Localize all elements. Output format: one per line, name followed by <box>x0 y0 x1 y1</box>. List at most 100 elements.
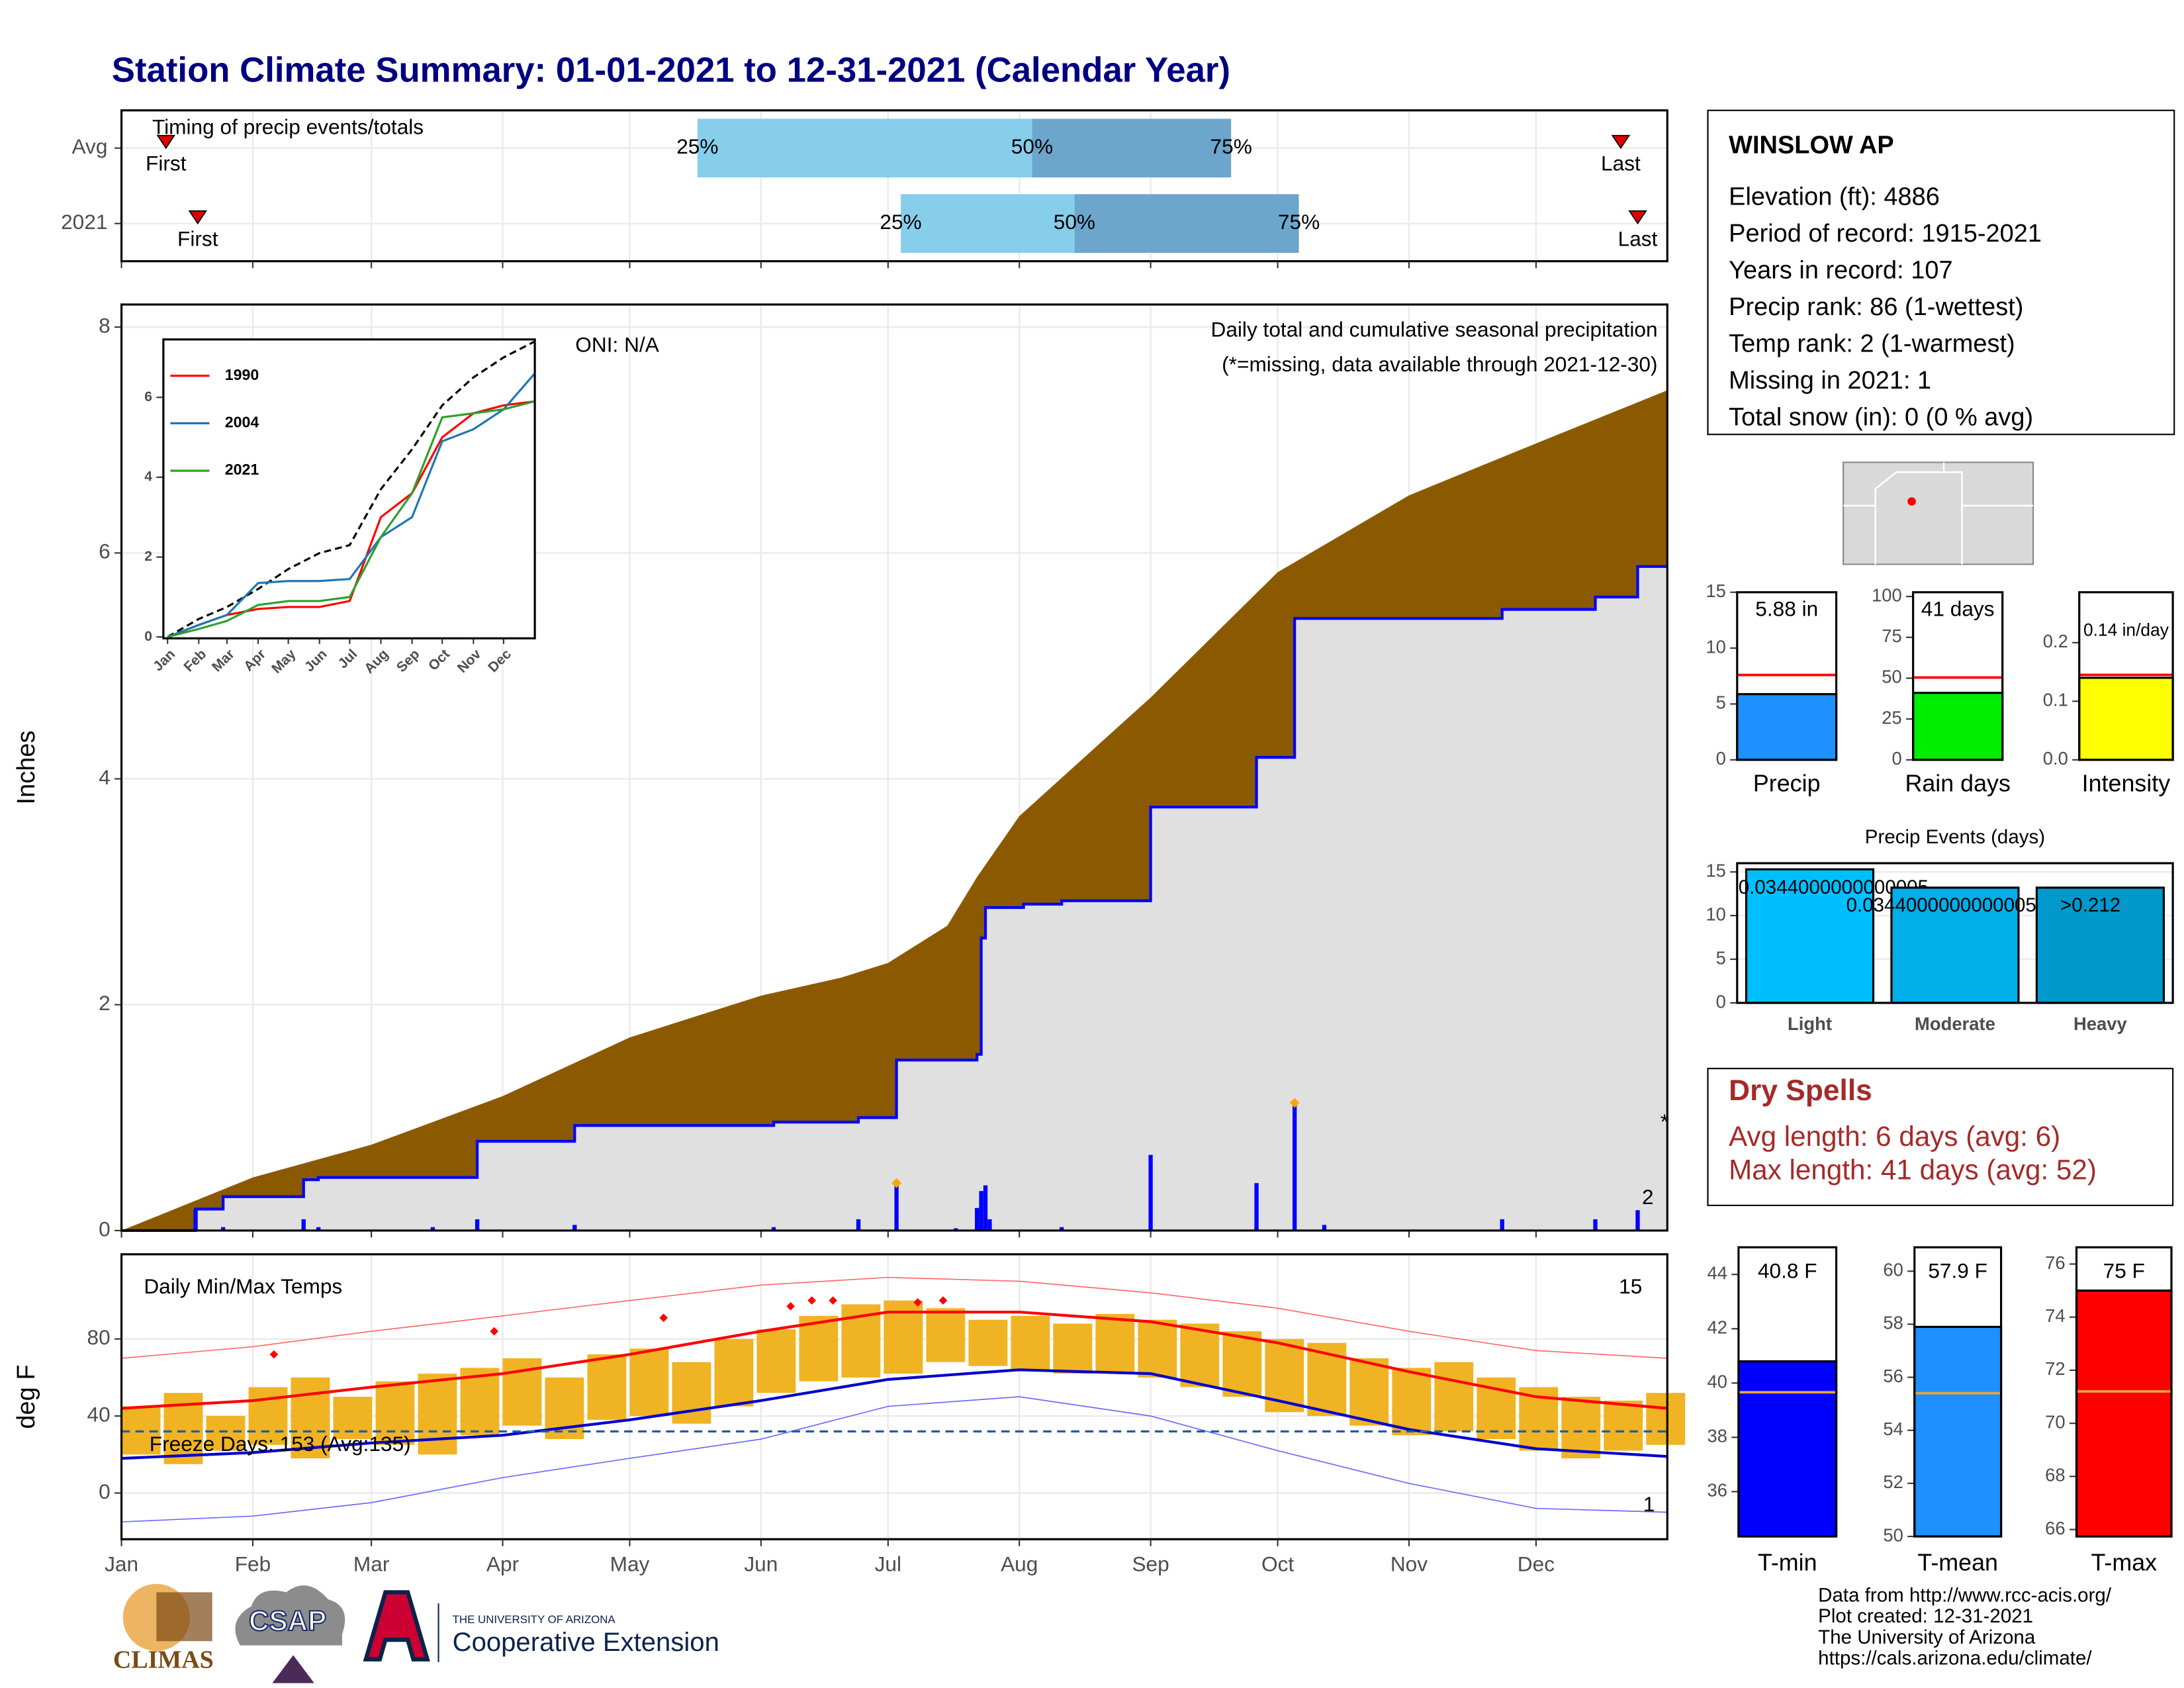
plot-frame <box>2078 591 2174 761</box>
daily-temp-bar <box>1434 1362 1474 1432</box>
ua-logo <box>363 1590 430 1662</box>
daily-temp-bar <box>1180 1323 1220 1387</box>
extension-name: Cooperative Extension <box>453 1628 719 1657</box>
daily-temp-bar <box>587 1354 627 1420</box>
y-tick-label: 54 <box>1883 1419 1903 1439</box>
quartile-bar <box>1032 118 1232 178</box>
daily-temp-bar <box>291 1377 330 1459</box>
category-label: T-min <box>1758 1550 1817 1576</box>
daily-temp-bar <box>1349 1358 1389 1426</box>
plot-frame <box>120 303 1668 1232</box>
observed-cumulative-line <box>121 565 1668 1233</box>
daily-temp-bar <box>1011 1315 1050 1370</box>
timing-title: Timing of precip events/totals <box>152 115 424 139</box>
y-tick-label: 76 <box>2045 1252 2065 1273</box>
record-marker <box>659 1313 668 1323</box>
y-tick-label: 10 <box>1706 636 1725 657</box>
dry-spells-title: Dry Spells <box>1729 1074 1872 1107</box>
daily-precip-bar <box>1060 1227 1064 1231</box>
daily-temp-bar <box>1604 1400 1643 1451</box>
daily-precip-bar <box>1635 1210 1640 1231</box>
category-label: Intensity <box>2082 770 2171 796</box>
footer-line: https://cals.arizona.edu/climate/ <box>1818 1647 2092 1669</box>
quartile-label: 50% <box>1054 210 1095 234</box>
bar <box>1913 1325 2003 1538</box>
row-label: 2021 <box>61 210 107 234</box>
y-tick-label: 15 <box>1706 860 1725 880</box>
y-tick-label: 2 <box>144 549 152 564</box>
plot-frame <box>120 1253 1668 1540</box>
x-tick-label: May <box>610 1552 650 1576</box>
normal-low-line <box>121 1368 1668 1460</box>
y-tick-label: 6 <box>99 539 111 563</box>
bar <box>2078 677 2174 761</box>
panel-title: Precip Events (days) <box>1865 826 2045 848</box>
category-label: T-mean <box>1917 1550 1998 1576</box>
dry-spells-box <box>1707 1068 2174 1207</box>
y-tick-label: 2 <box>99 991 111 1015</box>
csap-logo: CSAP <box>249 1605 326 1636</box>
value-label: 57.9 F <box>1928 1259 1987 1283</box>
bar <box>1736 693 1838 761</box>
x-tick-label: Sep <box>1132 1552 1169 1576</box>
bar <box>1912 692 2004 761</box>
y-tick-label: 5 <box>1716 947 1726 968</box>
y-axis-title: deg F <box>13 1364 40 1429</box>
dry-spells-line: Max length: 41 days (avg: 52) <box>1729 1154 2097 1185</box>
y-tick-label: 0.2 <box>2043 631 2068 651</box>
value-label: 41 days <box>1921 596 1995 620</box>
daily-precip-bar <box>475 1219 480 1231</box>
station-detail: Total snow (in): 0 (0 % avg) <box>1729 404 2033 432</box>
daily-temp-bar <box>1646 1393 1686 1445</box>
y-tick-label: 40 <box>1707 1372 1727 1392</box>
daily-temp-bar <box>418 1374 457 1455</box>
station-box <box>1707 109 2175 436</box>
plot-frame <box>1736 591 1838 761</box>
annotation: 1 <box>1643 1492 1655 1516</box>
legend-label: 2004 <box>225 413 259 430</box>
footer-line: Plot created: 12-31-2021 <box>1818 1605 2033 1627</box>
x-tick-label: Feb <box>235 1552 271 1576</box>
daily-precip-bar <box>572 1225 577 1231</box>
daily-precip-bar <box>193 1209 198 1231</box>
daily-temp-bar <box>1561 1397 1601 1459</box>
footer-line: Data from http://www.rcc-acis.org/ <box>1818 1585 2112 1607</box>
quartile-bar <box>697 118 1032 178</box>
daily-temp-bar <box>799 1315 839 1382</box>
daily-temp-bar <box>375 1381 415 1445</box>
value-label: 75 F <box>2103 1259 2145 1283</box>
annotation: 15 <box>1619 1274 1642 1298</box>
legend-label: 1990 <box>225 366 259 383</box>
plot-frame <box>1736 862 2174 1004</box>
y-tick-label: 0.0 <box>2043 748 2068 769</box>
y-tick-label: 15 <box>1706 581 1725 601</box>
x-tick-label: Oct <box>1261 1552 1294 1576</box>
y-tick-label: 4 <box>99 765 111 789</box>
daily-precip-bar <box>954 1228 958 1231</box>
x-tick-label: Mar <box>353 1552 389 1576</box>
map-frame <box>1843 461 2034 565</box>
x-tick-label: Aug <box>1001 1552 1038 1576</box>
plot-frame <box>120 109 1668 263</box>
value-label: 5.88 in <box>1755 596 1818 620</box>
csap-mountain <box>272 1655 314 1683</box>
station-detail: Elevation (ft): 4886 <box>1729 183 1940 211</box>
annotation: ONI: N/A <box>575 333 659 357</box>
x-tick-label: Jul <box>875 1552 901 1576</box>
record-high-line <box>121 1276 1668 1359</box>
daily-precip-bar <box>983 1185 988 1231</box>
y-tick-label: 42 <box>1707 1317 1727 1338</box>
y-tick-label: 40 <box>87 1402 111 1426</box>
event-marker <box>156 134 175 150</box>
y-tick-label: 68 <box>2045 1465 2065 1485</box>
daily-precip-bar <box>987 1219 992 1231</box>
map-borders <box>1843 462 2034 565</box>
daily-precip-bar <box>856 1219 861 1231</box>
quartile-bar <box>901 194 1075 253</box>
daily-temp-bar <box>926 1308 966 1362</box>
y-tick-label: 70 <box>2045 1411 2065 1432</box>
university-name: THE UNIVERSITY OF ARIZONA <box>453 1613 616 1626</box>
annotation: 2 <box>1642 1185 1654 1209</box>
